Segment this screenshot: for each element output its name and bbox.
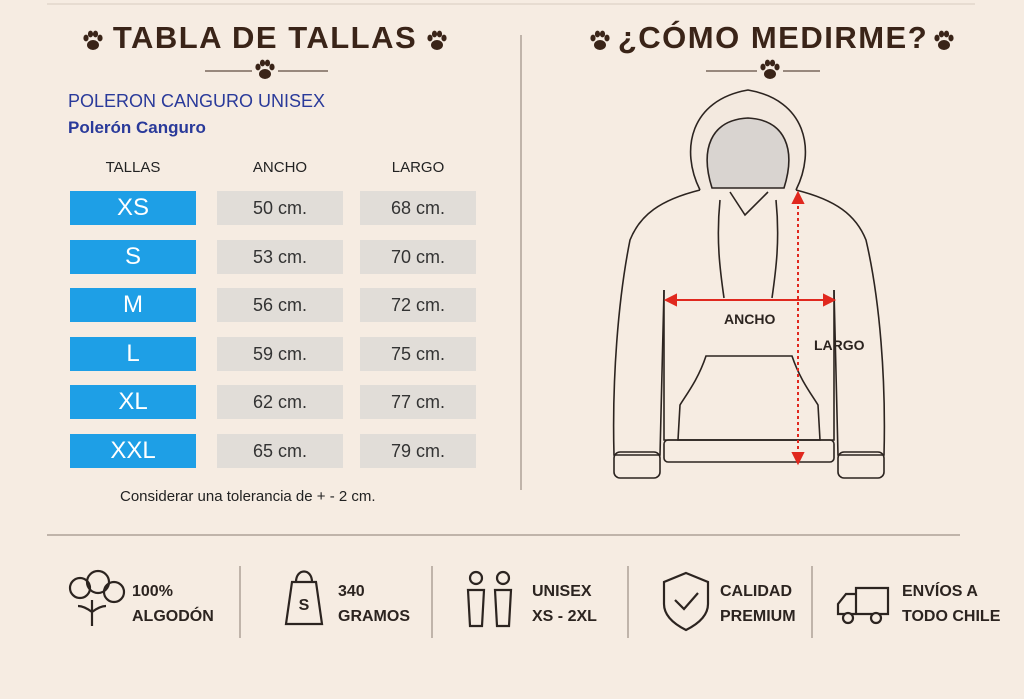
column-header: ANCHO bbox=[252, 159, 308, 176]
length-label: LARGO bbox=[814, 337, 865, 353]
measure-cell: 50 cm. bbox=[217, 191, 343, 225]
size-cell: L bbox=[70, 336, 196, 371]
feature-line: PREMIUM bbox=[720, 608, 796, 625]
width-label: ANCHO bbox=[724, 311, 776, 327]
measure-cell: 56 cm. bbox=[217, 288, 343, 322]
measure-cell: 77 cm. bbox=[360, 385, 476, 419]
left-title: TABLA DE TALLAS bbox=[112, 20, 418, 55]
product-subtitle: Polerón Canguro bbox=[68, 118, 206, 137]
size-cell: S bbox=[70, 239, 196, 274]
feature-line: GRAMOS bbox=[338, 608, 410, 625]
measure-cell: 75 cm. bbox=[360, 336, 476, 371]
measure-cell: 59 cm. bbox=[217, 336, 343, 371]
svg-text:S: S bbox=[299, 597, 310, 614]
feature-line: ALGODÓN bbox=[132, 608, 214, 625]
measure-cell: 72 cm. bbox=[360, 288, 476, 322]
column-header: TALLAS bbox=[105, 159, 161, 176]
feature-icons: S bbox=[68, 569, 890, 632]
measure-cell: 79 cm. bbox=[360, 433, 476, 468]
feature-line: XS - 2XL bbox=[532, 608, 597, 625]
measure-cell: 70 cm. bbox=[360, 239, 476, 274]
feature-line: CALIDAD bbox=[720, 583, 792, 600]
measure-cell: 62 cm. bbox=[217, 385, 343, 419]
size-cell: XL bbox=[70, 385, 196, 419]
measure-cell: 68 cm. bbox=[360, 191, 476, 225]
feature-line: ENVÍOS A bbox=[902, 583, 978, 600]
size-cell: XXL bbox=[70, 433, 196, 468]
feature-line: TODO CHILE bbox=[902, 608, 1001, 625]
decorations bbox=[47, 3, 975, 638]
measure-cell: 65 cm. bbox=[217, 433, 343, 468]
size-cell: M bbox=[70, 288, 196, 322]
feature-line: 100% bbox=[132, 583, 173, 600]
product-name: POLERON CANGURO UNISEX bbox=[68, 91, 326, 111]
measure-cell: 53 cm. bbox=[217, 239, 343, 274]
tolerance-note: Considerar una tolerancia de + - 2 cm. bbox=[120, 488, 376, 505]
right-title: ¿CÓMO MEDIRME? bbox=[617, 20, 929, 55]
hoodie-drawing bbox=[612, 89, 886, 479]
feature-line: 340 bbox=[338, 583, 365, 600]
measure-arrows bbox=[663, 190, 837, 466]
size-cell: XS bbox=[70, 191, 196, 225]
column-header: LARGO bbox=[391, 159, 445, 176]
feature-line: UNISEX bbox=[532, 583, 592, 600]
